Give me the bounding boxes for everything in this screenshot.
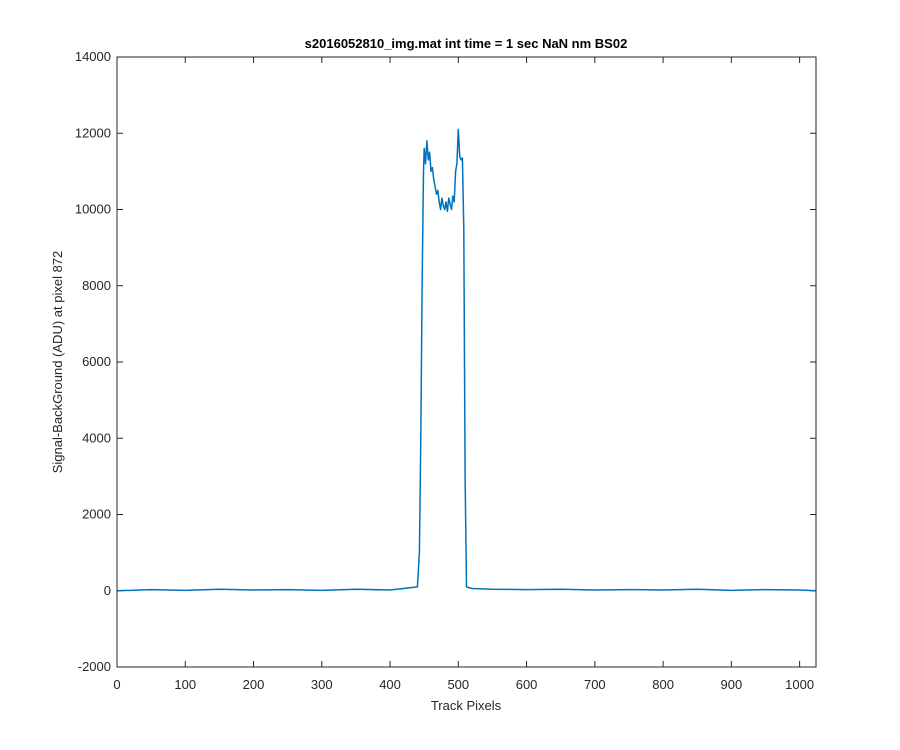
x-axis-label: Track Pixels xyxy=(431,698,502,713)
y-tick-label: 10000 xyxy=(75,202,111,217)
y-axis-label: Signal-BackGround (ADU) at pixel 872 xyxy=(50,251,65,474)
chart-title: s2016052810_img.mat int time = 1 sec NaN… xyxy=(305,36,628,51)
x-tick-label: 100 xyxy=(174,677,196,692)
x-tick-label: 200 xyxy=(243,677,265,692)
y-tick-label: -2000 xyxy=(78,659,111,674)
axis-ticks xyxy=(116,56,816,668)
x-tick-label: 500 xyxy=(447,677,469,692)
y-tick-label: 6000 xyxy=(82,354,111,369)
plot-box xyxy=(116,56,817,668)
x-tick-label: 700 xyxy=(584,677,606,692)
y-tick-label: 12000 xyxy=(75,125,111,140)
y-tick-label: 8000 xyxy=(82,278,111,293)
x-tick-label: 900 xyxy=(721,677,743,692)
x-tick-label: 800 xyxy=(652,677,674,692)
x-tick-label: 1000 xyxy=(785,677,814,692)
y-tick-label: 2000 xyxy=(82,507,111,522)
x-tick-label: 400 xyxy=(379,677,401,692)
axis-tick-labels: 0 100 200 300 400 500 600 700 800 900 1000-2000020… xyxy=(75,49,814,692)
y-tick-label: 0 xyxy=(104,583,111,598)
y-tick-label: 14000 xyxy=(75,49,111,64)
x-tick-label: 300 xyxy=(311,677,333,692)
x-tick-label: 600 xyxy=(516,677,538,692)
y-tick-label: 4000 xyxy=(82,430,111,445)
x-tick-label: 0 xyxy=(113,677,120,692)
series-line xyxy=(116,128,817,592)
